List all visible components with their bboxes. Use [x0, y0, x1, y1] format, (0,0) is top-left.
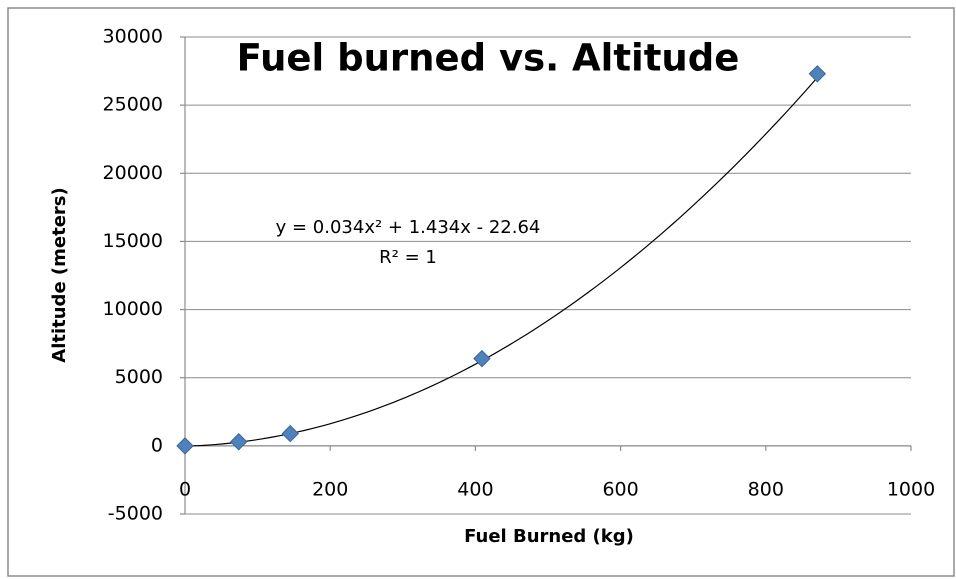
y-tick-label: 10000: [103, 298, 163, 320]
x-tick-label: 600: [602, 479, 638, 501]
data-point: [230, 433, 248, 451]
y-tick-label: 30000: [103, 26, 163, 48]
y-tick-label: 15000: [103, 230, 163, 252]
x-axis-title: Fuel Burned (kg): [464, 526, 634, 547]
y-tick-label: 5000: [115, 366, 163, 388]
x-tick-label: 400: [457, 479, 493, 501]
y-tick-label: 25000: [103, 94, 163, 116]
data-point: [281, 424, 299, 443]
data-point: [176, 437, 194, 455]
x-tick-label: 200: [312, 479, 348, 501]
x-tick-label: 1000: [887, 479, 935, 501]
trendline-r2: R² = 1: [379, 247, 437, 268]
y-axis-title: Altitude (meters): [49, 187, 70, 362]
y-tick-label: 20000: [103, 162, 163, 184]
x-tick-label: 800: [748, 479, 784, 501]
y-tick-label: -5000: [108, 503, 163, 525]
data-point: [473, 349, 491, 368]
chart-title: Fuel burned vs. Altitude: [237, 37, 740, 80]
x-tick-label: 0: [179, 479, 191, 501]
data-point: [808, 65, 827, 83]
chart-border: [7, 7, 955, 577]
trendline-equation: y = 0.034x² + 1.434x - 22.64: [276, 217, 541, 238]
y-tick-label: 0: [151, 434, 163, 456]
